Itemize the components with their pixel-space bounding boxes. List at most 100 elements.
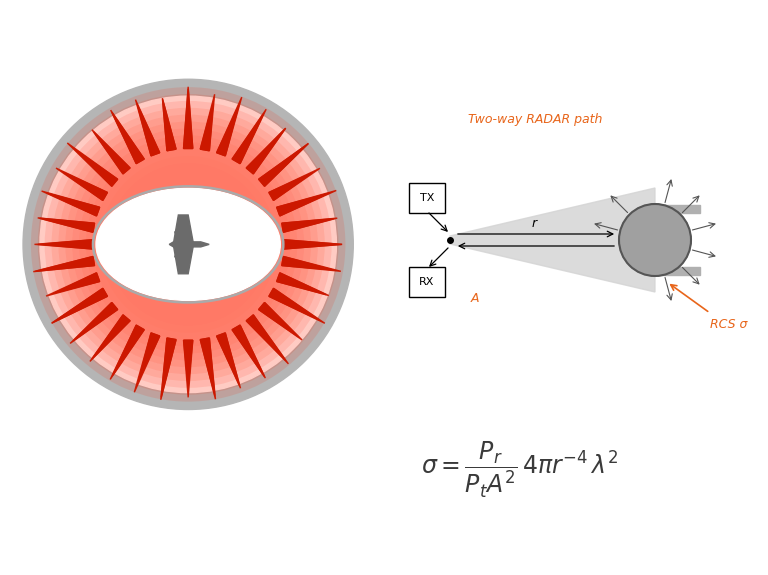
FancyBboxPatch shape [409, 183, 445, 213]
Polygon shape [269, 288, 322, 321]
Polygon shape [38, 218, 94, 232]
Polygon shape [161, 338, 176, 400]
Polygon shape [247, 128, 286, 174]
Polygon shape [135, 99, 160, 156]
Polygon shape [94, 132, 130, 174]
Polygon shape [276, 273, 326, 294]
Text: $\sigma = \dfrac{P_r}{P_t A^2}\, 4\pi r^{-4}\, \lambda^2$: $\sigma = \dfrac{P_r}{P_t A^2}\, 4\pi r^… [422, 440, 618, 500]
Polygon shape [247, 315, 289, 364]
Polygon shape [162, 96, 176, 151]
Text: RX: RX [419, 277, 435, 287]
Polygon shape [68, 143, 118, 186]
Polygon shape [111, 110, 144, 164]
Polygon shape [284, 240, 343, 249]
Circle shape [72, 128, 304, 361]
Circle shape [51, 108, 325, 381]
Circle shape [31, 87, 346, 401]
Polygon shape [138, 333, 160, 381]
Polygon shape [174, 247, 194, 274]
Polygon shape [282, 256, 341, 271]
Polygon shape [61, 171, 108, 201]
FancyBboxPatch shape [409, 267, 445, 297]
Polygon shape [163, 338, 176, 390]
Text: Two-way RADAR path: Two-way RADAR path [468, 113, 602, 126]
Text: r: r [532, 217, 537, 230]
Polygon shape [276, 190, 336, 216]
Polygon shape [52, 288, 108, 323]
Polygon shape [174, 215, 194, 242]
Text: TX: TX [420, 193, 434, 203]
Polygon shape [284, 240, 343, 249]
Polygon shape [71, 302, 118, 343]
Polygon shape [232, 113, 264, 164]
Polygon shape [184, 94, 193, 148]
Polygon shape [175, 232, 183, 242]
Polygon shape [33, 256, 94, 271]
Polygon shape [169, 242, 209, 247]
Polygon shape [269, 166, 324, 201]
Polygon shape [259, 145, 307, 186]
Text: RCS σ: RCS σ [710, 319, 747, 332]
Polygon shape [200, 103, 213, 151]
Polygon shape [110, 108, 144, 164]
Polygon shape [200, 97, 214, 151]
Circle shape [79, 135, 297, 354]
Polygon shape [247, 315, 286, 361]
Polygon shape [45, 273, 100, 297]
Polygon shape [184, 340, 193, 397]
Polygon shape [217, 333, 240, 385]
Polygon shape [31, 240, 92, 249]
Polygon shape [232, 325, 264, 377]
Polygon shape [62, 172, 108, 201]
Circle shape [58, 114, 318, 374]
Polygon shape [135, 333, 160, 390]
Polygon shape [282, 256, 340, 271]
Polygon shape [175, 247, 183, 257]
Polygon shape [184, 87, 193, 148]
Circle shape [40, 96, 336, 393]
Polygon shape [87, 124, 130, 174]
Polygon shape [55, 273, 100, 293]
Polygon shape [73, 302, 118, 341]
Polygon shape [217, 104, 240, 156]
FancyBboxPatch shape [650, 205, 700, 213]
Polygon shape [217, 333, 241, 391]
Circle shape [38, 94, 339, 395]
Polygon shape [200, 338, 215, 396]
Polygon shape [269, 288, 325, 323]
Polygon shape [259, 302, 300, 338]
Circle shape [45, 101, 332, 388]
Polygon shape [136, 101, 160, 156]
Circle shape [65, 121, 311, 367]
Polygon shape [259, 302, 306, 343]
Polygon shape [282, 218, 334, 232]
FancyBboxPatch shape [650, 267, 700, 275]
Polygon shape [217, 97, 242, 156]
Polygon shape [74, 149, 118, 186]
Polygon shape [450, 188, 655, 292]
Polygon shape [247, 126, 287, 174]
Polygon shape [39, 218, 94, 232]
Polygon shape [269, 172, 313, 201]
Polygon shape [259, 144, 308, 186]
Polygon shape [41, 191, 100, 216]
Polygon shape [90, 315, 130, 362]
Polygon shape [110, 325, 144, 380]
Polygon shape [50, 194, 100, 216]
Polygon shape [200, 338, 216, 399]
Polygon shape [232, 111, 265, 164]
Polygon shape [232, 325, 263, 374]
Polygon shape [38, 240, 92, 249]
Polygon shape [38, 256, 94, 271]
Ellipse shape [96, 189, 280, 300]
Polygon shape [88, 315, 130, 365]
Polygon shape [57, 288, 108, 320]
Polygon shape [162, 98, 176, 151]
Polygon shape [114, 325, 144, 372]
Polygon shape [276, 190, 336, 216]
Polygon shape [282, 218, 338, 232]
Text: A: A [471, 292, 479, 305]
Circle shape [619, 204, 691, 276]
Polygon shape [276, 273, 331, 296]
Polygon shape [184, 340, 193, 386]
